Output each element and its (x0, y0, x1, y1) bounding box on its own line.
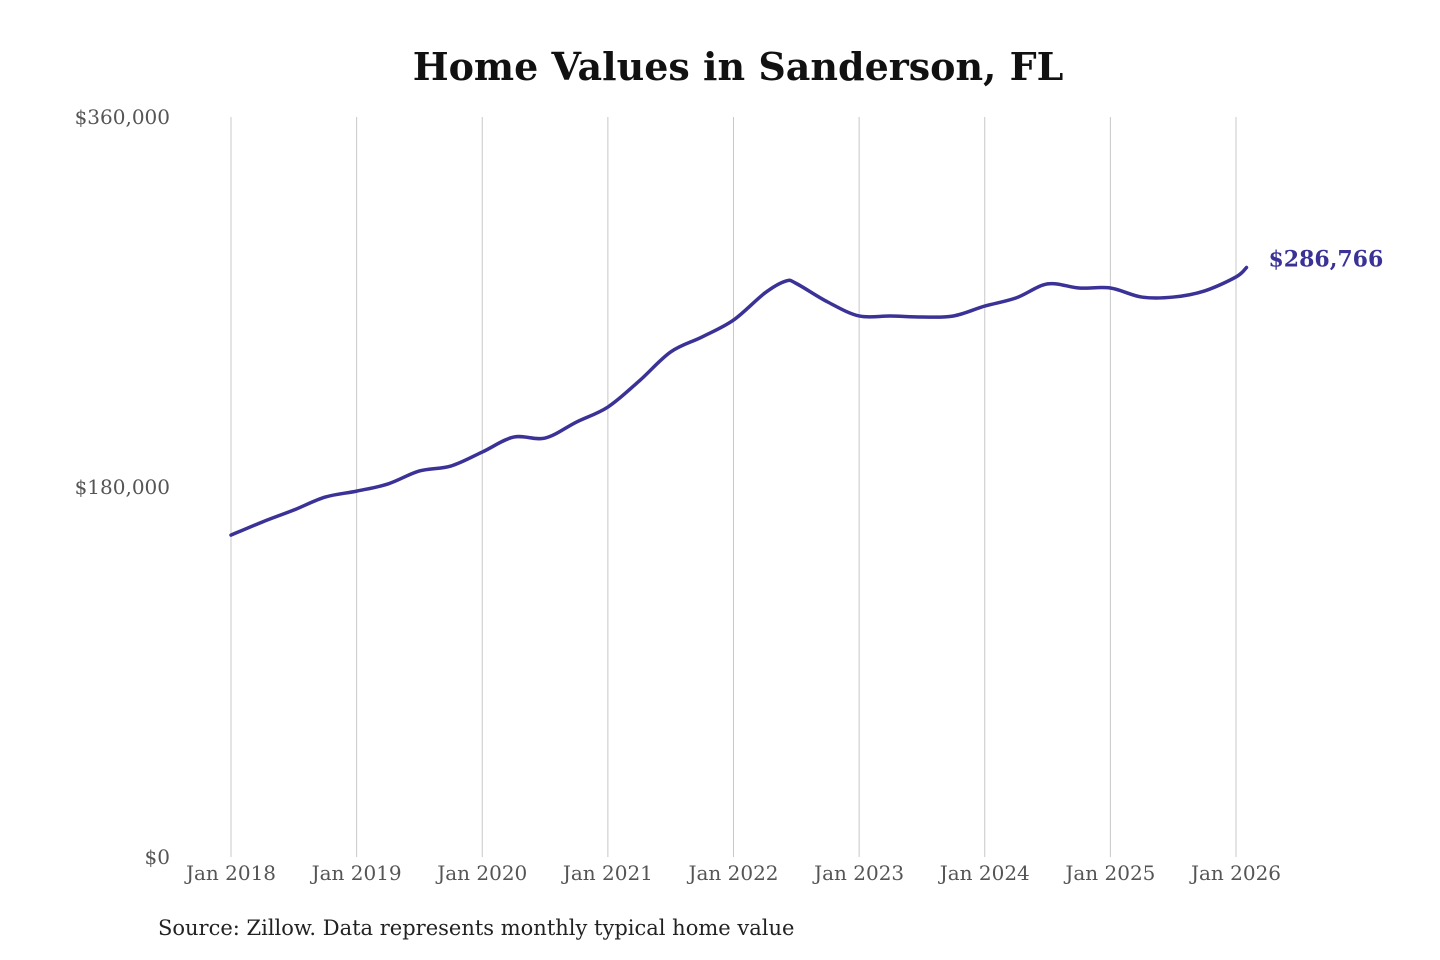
end-value-label: $286,766 (1268, 247, 1383, 273)
y-tick-label: $0 (145, 845, 170, 869)
x-tick-label: Jan 2022 (686, 861, 778, 885)
x-tick-label: Jan 2023 (812, 861, 904, 885)
chart-title: Home Values in Sanderson, FL (412, 44, 1064, 89)
series-line (229, 265, 1249, 537)
x-tick-label: Jan 2021 (561, 861, 653, 885)
x-tick-label: Jan 2019 (310, 861, 402, 885)
source-note: Source: Zillow. Data represents monthly … (158, 916, 795, 940)
x-tick-label: Jan 2026 (1189, 861, 1281, 885)
x-tick-label: Jan 2025 (1063, 861, 1155, 885)
y-tick-label: $180,000 (75, 475, 170, 499)
y-tick-label: $360,000 (75, 105, 170, 129)
x-tick-label: Jan 2018 (184, 861, 276, 885)
x-tick-label: Jan 2020 (435, 861, 527, 885)
x-tick-label: Jan 2024 (938, 861, 1030, 885)
